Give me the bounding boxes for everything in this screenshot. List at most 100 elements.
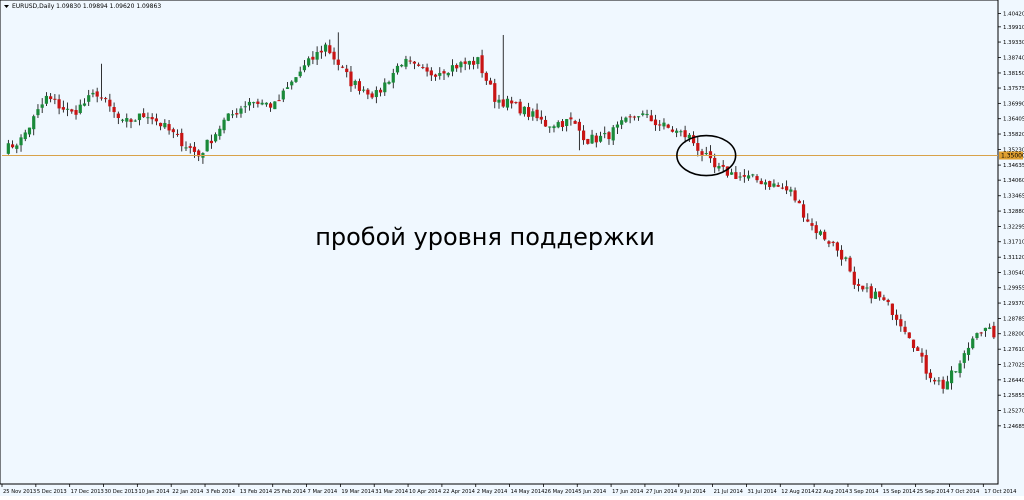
y-tick-label: 1.31120 <box>1003 255 1024 261</box>
candle-body <box>709 151 712 158</box>
candle-body <box>616 125 619 128</box>
candle-body <box>476 57 479 64</box>
candle-body <box>819 231 822 235</box>
candle-body <box>519 102 522 114</box>
y-tick-label: 1.25270 <box>1003 409 1024 415</box>
y-tick-label: 1.32880 <box>1003 209 1024 215</box>
candle-body <box>840 250 843 260</box>
y-tick-label: 1.36405 <box>1003 117 1024 123</box>
candle-body <box>629 116 632 117</box>
candle-body <box>354 81 357 85</box>
candle-body <box>489 81 492 85</box>
y-tick-label: 1.37575 <box>1003 86 1024 92</box>
candle-body <box>227 114 230 121</box>
candle-body <box>815 225 818 233</box>
x-tick-label: 22 Apr 2014 <box>443 489 476 495</box>
x-tick-label: 15 Sep 2014 <box>883 489 917 495</box>
candle-body <box>269 103 272 107</box>
candle-body <box>497 100 500 103</box>
candle-body <box>675 131 678 133</box>
x-tick-label: 19 Mar 2014 <box>341 489 375 495</box>
candle-body <box>248 102 251 106</box>
y-tick-label: 1.25855 <box>1003 393 1024 399</box>
candle-body <box>345 69 348 72</box>
candle-body <box>861 286 864 290</box>
candle-body <box>582 131 585 141</box>
candle-body <box>810 223 813 226</box>
candle-body <box>24 132 27 139</box>
candle-body <box>751 174 754 175</box>
y-tick-label: 1.39910 <box>1003 25 1024 31</box>
candle-body <box>256 102 259 104</box>
candle-body <box>425 67 428 71</box>
candle-body <box>650 115 653 121</box>
y-tick-label: 1.38150 <box>1003 71 1024 77</box>
x-tick-label: 25 Feb 2014 <box>274 489 307 495</box>
candle-body <box>252 102 255 103</box>
candle-body <box>717 166 720 168</box>
candle-body <box>870 286 873 298</box>
x-tick-label: 2 May 2014 <box>477 489 508 495</box>
candle-body <box>282 91 285 100</box>
candle-body <box>937 380 940 381</box>
candle-body <box>980 332 983 333</box>
candle-body <box>523 107 526 114</box>
y-tick-label: 1.35820 <box>1003 132 1024 138</box>
candle-body <box>341 67 344 68</box>
candle-body <box>184 147 187 148</box>
y-tick-label: 1.29955 <box>1003 286 1024 292</box>
candle-body <box>434 75 437 77</box>
y-tick-label: 1.36990 <box>1003 101 1024 107</box>
candle-body <box>641 113 644 115</box>
candle-body <box>865 288 868 289</box>
candle-body <box>36 109 39 115</box>
candle-body <box>590 135 593 144</box>
candle-body <box>464 61 467 63</box>
x-tick-label: 10 Apr 2014 <box>409 489 442 495</box>
candle-body <box>218 129 221 136</box>
x-tick-label: 3 Sep 2014 <box>849 489 879 495</box>
candle-body <box>49 96 52 99</box>
y-tick-label: 1.27610 <box>1003 347 1024 353</box>
candle-body <box>146 117 149 118</box>
candle-body <box>789 190 792 192</box>
candle-body <box>151 117 154 119</box>
candle-body <box>100 97 103 98</box>
candle-body <box>569 117 572 119</box>
y-tick-label: 1.40420 <box>1003 11 1024 17</box>
candle-body <box>332 52 335 60</box>
y-tick-label: 1.35230 <box>1003 147 1024 153</box>
candle-body <box>988 327 991 328</box>
candle-body <box>155 118 158 121</box>
x-tick-label: 31 Jul 2014 <box>747 489 777 495</box>
y-tick-label: 1.32295 <box>1003 224 1024 230</box>
candle-body <box>658 124 661 125</box>
candle-body <box>447 73 450 75</box>
x-tick-label: 13 Feb 2014 <box>240 489 273 495</box>
candle-body <box>984 328 987 331</box>
candle-body <box>244 106 247 107</box>
candle-body <box>379 90 382 93</box>
candle-body <box>612 127 615 140</box>
candle-body <box>104 98 107 99</box>
candle-body <box>574 121 577 124</box>
x-tick-label: 25 Nov 2013 <box>3 489 36 495</box>
candle-body <box>375 90 378 97</box>
candle-body <box>472 61 475 65</box>
candle-body <box>561 121 564 127</box>
candle-body <box>286 87 289 89</box>
candle-body <box>722 165 725 167</box>
candle-body <box>328 45 331 53</box>
x-tick-label: 5 Dec 2013 <box>37 489 67 495</box>
y-tick-label: 1.39330 <box>1003 40 1024 46</box>
candle-body <box>920 353 923 357</box>
candle-body <box>878 291 881 297</box>
candle-body <box>633 117 636 118</box>
candle-body <box>595 136 598 143</box>
candle-body <box>400 65 403 66</box>
candle-body <box>895 315 898 320</box>
candle-body <box>392 73 395 83</box>
candle-body <box>578 122 581 131</box>
x-tick-label: 5 Jun 2014 <box>578 489 607 495</box>
